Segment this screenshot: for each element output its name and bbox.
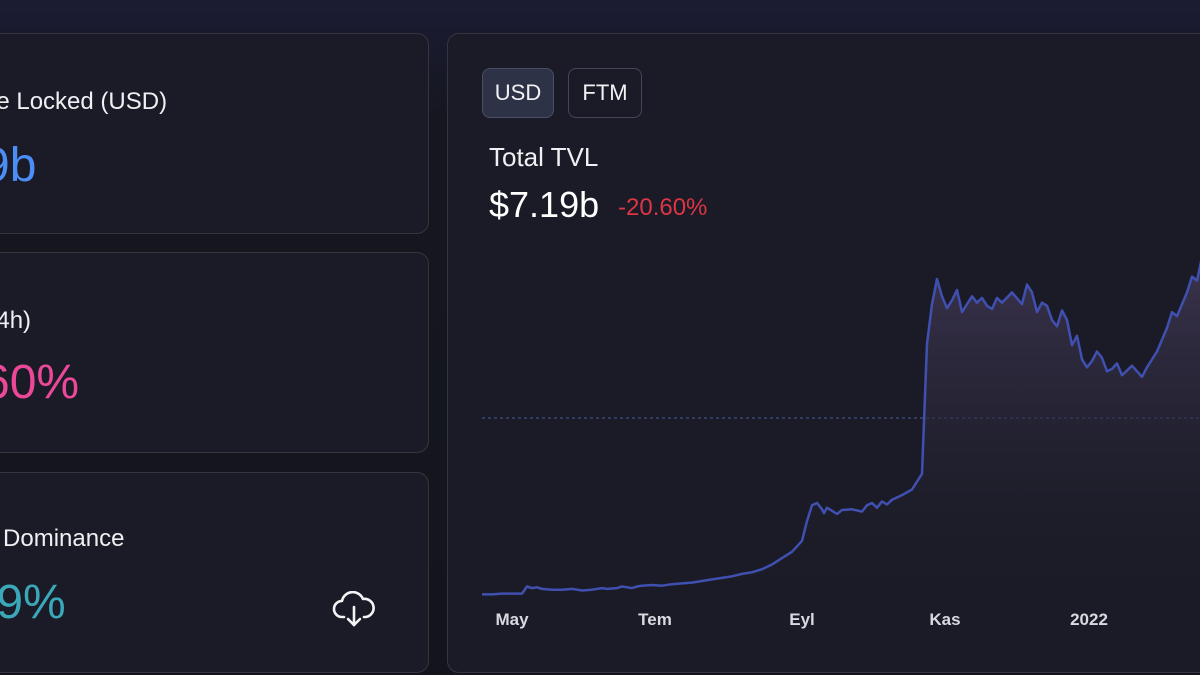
cloud-download-icon bbox=[332, 590, 375, 627]
x-tick-label: Eyl bbox=[789, 610, 815, 629]
dominance-stat-card: n Dominance .9% bbox=[0, 472, 429, 673]
x-tick-label: Tem bbox=[638, 610, 672, 629]
tvl-area-chart[interactable]: May Tem Eyl Kas 2022 bbox=[448, 34, 1200, 673]
download-button[interactable] bbox=[332, 590, 376, 629]
change-stat-label: 24h) bbox=[0, 307, 32, 334]
x-tick-label: 2022 bbox=[1070, 610, 1108, 629]
tvl-chart-panel: USD FTM Total TVL $7.19b -20.60% May Tem E… bbox=[447, 33, 1200, 673]
x-tick-label: May bbox=[495, 610, 529, 629]
tvl-stat-label: ue Locked (USD) bbox=[0, 88, 168, 115]
change-stat-value: 60% bbox=[0, 356, 80, 409]
ftm-toggle-button[interactable]: FTM bbox=[568, 68, 642, 118]
chart-change-percent: -20.60% bbox=[618, 194, 708, 221]
usd-toggle-button[interactable]: USD bbox=[482, 68, 554, 118]
tvl-stat-value: 9b bbox=[0, 139, 37, 192]
dominance-stat-label: n Dominance bbox=[0, 525, 125, 552]
dominance-stat-value: .9% bbox=[0, 576, 66, 629]
change-stat-card: 24h) 60% bbox=[0, 252, 429, 453]
chart-area-fill bbox=[482, 266, 1200, 596]
x-axis: May Tem Eyl Kas 2022 bbox=[495, 610, 1107, 629]
chart-series-line bbox=[482, 260, 1200, 596]
tvl-stat-card: ue Locked (USD) 9b bbox=[0, 33, 429, 234]
x-tick-label: Kas bbox=[929, 610, 960, 629]
chart-title: Total TVL bbox=[489, 142, 599, 172]
chart-total-value: $7.19b bbox=[489, 184, 600, 225]
